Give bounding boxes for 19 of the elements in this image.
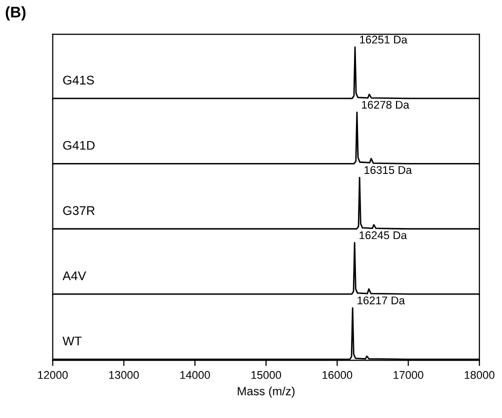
annotation: 16251 Da xyxy=(360,36,408,44)
series-label: G41S xyxy=(63,76,94,85)
x-tick-label: 17000 xyxy=(394,371,424,379)
x-tick-label: 12000 xyxy=(38,371,68,379)
x-tick-label: 13000 xyxy=(109,371,139,379)
x-tick-label: 15000 xyxy=(251,371,282,379)
annotation: 16278 Da xyxy=(362,100,410,109)
annotation: 16315 Da xyxy=(364,166,412,174)
chart-title: (B) xyxy=(6,6,26,21)
x-tick-label: 16000 xyxy=(322,371,352,379)
x-tick-label: 14000 xyxy=(180,371,210,379)
series-label: WT xyxy=(62,336,82,346)
x-axis-title: Mass (m/z) xyxy=(238,386,295,398)
annotation: 16245 Da xyxy=(360,231,407,240)
series-label: G41D xyxy=(63,140,95,150)
x-tick-label: 18000 xyxy=(464,371,494,379)
annotation: 16217 Da xyxy=(358,296,405,304)
series-label: G37R xyxy=(63,206,95,215)
series-label: A4V xyxy=(62,271,86,280)
